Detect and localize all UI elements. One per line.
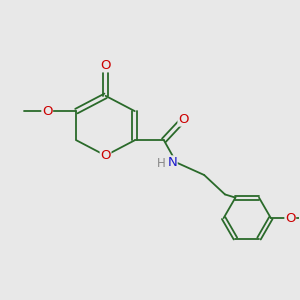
- Text: H: H: [157, 157, 166, 169]
- Text: O: O: [42, 105, 52, 118]
- Text: O: O: [178, 113, 189, 126]
- Text: N: N: [167, 156, 177, 169]
- Text: O: O: [100, 59, 111, 72]
- Text: O: O: [285, 212, 296, 225]
- Text: O: O: [100, 149, 111, 162]
